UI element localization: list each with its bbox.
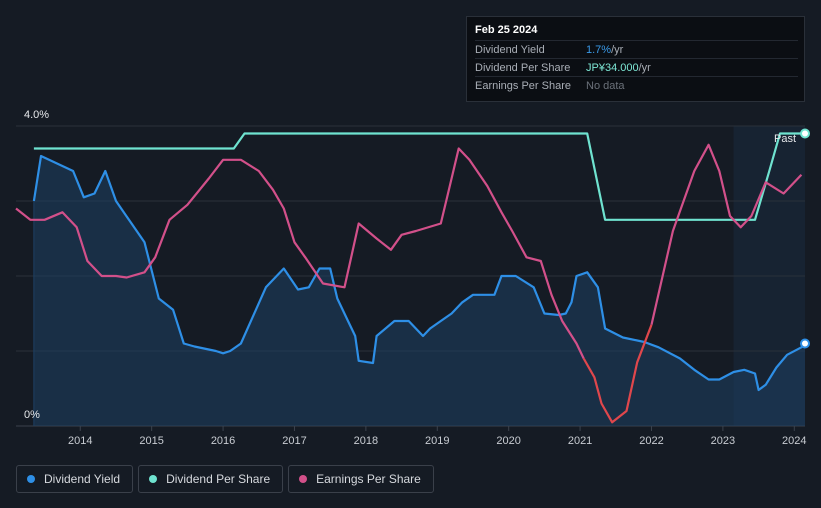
tooltip-row-dividend-yield: Dividend Yield 1.7% /yr xyxy=(475,40,798,58)
tooltip-date: Feb 25 2024 xyxy=(475,24,538,36)
x-tick-label: 2021 xyxy=(568,435,592,447)
legend-earnings-per-share[interactable]: Earnings Per Share xyxy=(288,465,434,493)
dividend-yield-line xyxy=(32,154,806,392)
x-tick-label: 2023 xyxy=(711,435,735,447)
x-tick-label: 2014 xyxy=(68,435,92,447)
legend-label: Earnings Per Share xyxy=(316,472,421,486)
legend-label: Dividend Per Share xyxy=(166,472,271,486)
x-tick-label: 2018 xyxy=(354,435,378,447)
y-tick-label-max: 4.0% xyxy=(24,109,49,121)
yield-endpoint xyxy=(800,338,810,349)
series-endpoints xyxy=(800,128,810,349)
x-tick-label: 2017 xyxy=(282,435,306,447)
tooltip-row-earnings-per-share: Earnings Per Share No data xyxy=(475,76,798,94)
tooltip-label: Dividend Yield xyxy=(475,43,545,56)
x-tick-label: 2020 xyxy=(496,435,520,447)
legend-dot-icon xyxy=(149,475,158,483)
tooltip-label: Dividend Per Share xyxy=(475,61,571,74)
tooltip: Feb 25 2024 Dividend Yield 1.7% /yr Divi… xyxy=(466,16,805,102)
y-tick-label-zero: 0% xyxy=(24,409,40,421)
x-axis: 2014 2015 2016 2017 2018 2019 2020 2021 2022 2023… xyxy=(68,426,807,447)
tooltip-value: No data xyxy=(586,79,625,92)
x-tick-label: 2016 xyxy=(211,435,235,447)
past-label: Past xyxy=(774,133,796,145)
legend-dividend-per-share[interactable]: Dividend Per Share xyxy=(138,465,284,493)
legend-dot-icon xyxy=(27,475,35,483)
tooltip-value: 1.7% xyxy=(586,43,612,56)
tooltip-label: Earnings Per Share xyxy=(475,79,571,92)
series-areas xyxy=(33,156,805,426)
tooltip-unit: /yr xyxy=(611,43,624,56)
x-tick-label: 2022 xyxy=(639,435,663,447)
legend-label: Dividend Yield xyxy=(44,472,121,486)
x-tick-label: 2015 xyxy=(139,435,163,447)
earnings-per-share-line xyxy=(650,143,803,326)
x-tick-label: 2019 xyxy=(425,435,449,447)
x-tick-label: 2024 xyxy=(782,435,806,447)
tooltip-value: JP¥34.000 xyxy=(586,61,639,74)
earnings-per-share-line xyxy=(15,147,585,359)
dps-endpoint xyxy=(800,128,810,139)
legend-dot-icon xyxy=(299,475,308,483)
legend: Dividend Yield Dividend Per Share Earnin… xyxy=(16,465,434,493)
legend-dividend-yield[interactable]: Dividend Yield xyxy=(16,465,134,493)
series-lines xyxy=(15,132,806,424)
dividend-per-share-line xyxy=(33,132,805,221)
dividend-yield-area xyxy=(33,156,805,426)
tooltip-row-dividend-per-share: Dividend Per Share JP¥34.000 /yr xyxy=(475,58,798,76)
tooltip-unit: /yr xyxy=(638,61,651,74)
earnings-per-share-line xyxy=(582,324,653,424)
